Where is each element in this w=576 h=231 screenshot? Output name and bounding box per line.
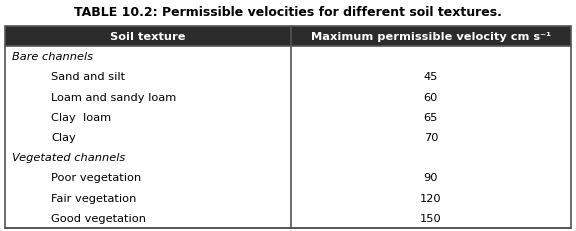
Text: Maximum permissible velocity cm s⁻¹: Maximum permissible velocity cm s⁻¹ [311,32,551,42]
Text: Soil texture: Soil texture [110,32,185,42]
Text: Fair vegetation: Fair vegetation [51,193,137,203]
Text: Bare channels: Bare channels [12,52,93,62]
Text: 120: 120 [420,193,442,203]
Text: Sand and silt: Sand and silt [51,72,126,82]
Text: 90: 90 [424,173,438,183]
Text: Vegetated channels: Vegetated channels [12,153,125,163]
Text: 150: 150 [420,213,442,223]
Text: 45: 45 [424,72,438,82]
Text: 70: 70 [424,133,438,143]
Text: Loam and sandy loam: Loam and sandy loam [51,92,177,102]
Text: 60: 60 [424,92,438,102]
Bar [5,27,571,47]
Text: 65: 65 [424,112,438,122]
Text: Poor vegetation: Poor vegetation [51,173,142,183]
Text: Clay  loam: Clay loam [51,112,112,122]
Bar [5,27,571,228]
Text: Clay: Clay [51,133,76,143]
Text: Good vegetation: Good vegetation [51,213,146,223]
Text: TABLE 10.2: Permissible velocities for different soil textures.: TABLE 10.2: Permissible velocities for d… [74,6,502,19]
